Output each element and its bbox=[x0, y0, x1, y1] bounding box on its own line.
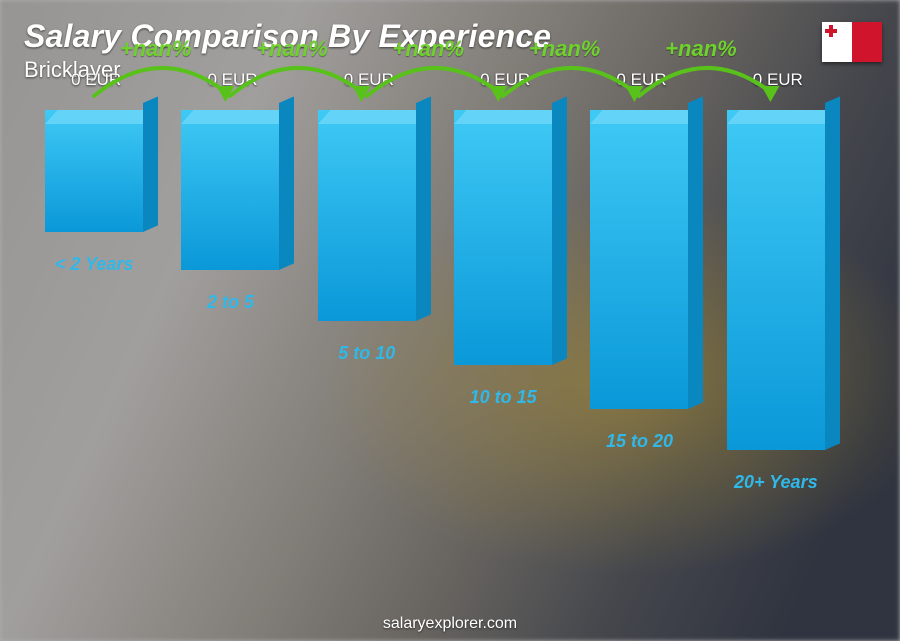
bar-slot: 0 EUR10 to 15 bbox=[439, 110, 567, 541]
bar-front-face bbox=[181, 110, 279, 270]
flag-left-panel bbox=[822, 22, 852, 62]
bar-x-label: < 2 Years bbox=[55, 254, 134, 275]
bar-value-label: 0 EUR bbox=[344, 70, 394, 90]
salary-bar-chart: 0 EUR< 2 Years 0 EUR2 to 5 0 EUR5 to 10 0 E… bbox=[30, 110, 840, 581]
bar-x-label: 20+ Years bbox=[734, 472, 818, 493]
bar-front-face bbox=[454, 110, 552, 365]
delta-label: +nan% bbox=[393, 36, 465, 62]
flag-right-panel bbox=[852, 22, 882, 62]
bar: 0 EUR5 to 10 bbox=[318, 110, 416, 321]
bar-container: 0 EUR< 2 Years 0 EUR2 to 5 0 EUR5 to 10 0 E… bbox=[30, 110, 840, 541]
flag-george-cross-icon bbox=[825, 25, 837, 37]
country-flag-malta bbox=[822, 22, 882, 62]
bar-side-face bbox=[279, 96, 294, 270]
bar-top-face bbox=[45, 110, 156, 124]
bar-top-face bbox=[454, 110, 565, 124]
bar: 0 EUR2 to 5 bbox=[181, 110, 279, 270]
bar-front-face bbox=[590, 110, 688, 409]
bar: 0 EUR15 to 20 bbox=[590, 110, 688, 409]
bar-x-label: 5 to 10 bbox=[338, 343, 395, 364]
bar-x-label: 15 to 20 bbox=[606, 431, 673, 452]
bar: 0 EUR< 2 Years bbox=[45, 110, 143, 232]
infographic-content: Salary Comparison By Experience Bricklay… bbox=[0, 0, 900, 641]
bar-value-label: 0 EUR bbox=[71, 70, 121, 90]
bar-value-label: 0 EUR bbox=[480, 70, 530, 90]
bar-value-label: 0 EUR bbox=[207, 70, 257, 90]
bar: 0 EUR10 to 15 bbox=[454, 110, 552, 365]
bar-top-face bbox=[181, 110, 292, 124]
bar-side-face bbox=[552, 96, 567, 365]
bar-slot: 0 EUR20+ Years bbox=[712, 110, 840, 541]
bar-side-face bbox=[825, 96, 840, 450]
bar-x-label: 10 to 15 bbox=[470, 387, 537, 408]
bar-x-label: 2 to 5 bbox=[207, 292, 254, 313]
bar-value-label: 0 EUR bbox=[616, 70, 666, 90]
bar-side-face bbox=[416, 96, 431, 321]
bar-value-label: 0 EUR bbox=[753, 70, 803, 90]
footer-attribution: salaryexplorer.com bbox=[0, 615, 900, 633]
bar-slot: 0 EUR< 2 Years bbox=[30, 110, 158, 541]
bar-top-face bbox=[727, 110, 838, 124]
bar-side-face bbox=[143, 96, 158, 232]
bar-side-face bbox=[688, 96, 703, 409]
bar-slot: 0 EUR15 to 20 bbox=[575, 110, 703, 541]
bar-top-face bbox=[318, 110, 429, 124]
bar: 0 EUR20+ Years bbox=[727, 110, 825, 450]
delta-label: +nan% bbox=[256, 36, 328, 62]
delta-label: +nan% bbox=[529, 36, 601, 62]
bar-slot: 0 EUR5 to 10 bbox=[303, 110, 431, 541]
bar-front-face bbox=[727, 110, 825, 450]
delta-label: +nan% bbox=[665, 36, 737, 62]
bar-front-face bbox=[318, 110, 416, 321]
bar-top-face bbox=[590, 110, 701, 124]
bar-slot: 0 EUR2 to 5 bbox=[166, 110, 294, 541]
delta-label: +nan% bbox=[120, 36, 192, 62]
bar-front-face bbox=[45, 110, 143, 232]
